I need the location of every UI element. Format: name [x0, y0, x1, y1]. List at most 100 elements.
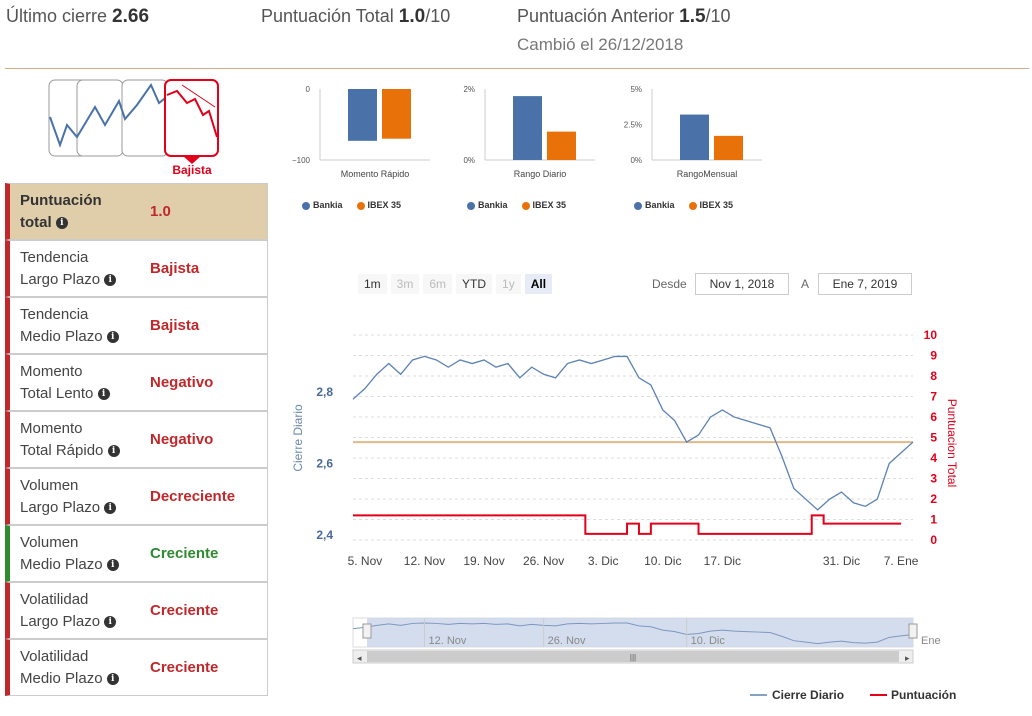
info-icon[interactable]: i	[106, 672, 119, 685]
last-close-value: 2.66	[112, 6, 150, 27]
info-icon[interactable]: i	[104, 615, 117, 628]
score-label: Puntuación total i	[10, 190, 150, 234]
range-button-1y[interactable]: 1y	[496, 274, 521, 294]
score-label-line1: Momento	[20, 419, 83, 437]
score-label-line1: Volatilidad	[20, 590, 89, 608]
x-tick-label: 31. Dic	[823, 554, 860, 568]
score-label-line2: Total Rápido	[20, 441, 108, 459]
legend-ibex-label: IBEX 35	[532, 200, 567, 210]
from-label: Desde	[652, 277, 687, 291]
trend-label: Bajista	[172, 163, 212, 177]
score-label: Volumen Medio Plazo i	[10, 532, 150, 576]
mini-chart-xlabel: Momento Rápido	[341, 169, 410, 179]
y2-tick-label: 8	[930, 369, 937, 383]
score-label: Volumen Largo Plazo i	[10, 475, 150, 519]
legend-price-label: Cierre Diario	[772, 688, 844, 700]
legend-item-bankia[interactable]: Bankia	[634, 200, 675, 210]
score-row: Momento Total Rápido i Negativo	[5, 411, 268, 468]
mini-bar-chart: 2% 0% Rango Diario	[463, 85, 595, 179]
score-label-line2: Largo Plazo	[20, 498, 105, 516]
navigator-tick-label: 12. Nov	[428, 635, 466, 647]
x-tick-label: 19. Nov	[463, 554, 504, 568]
total-score-max: /10	[425, 6, 451, 26]
total-score-label: Puntuación Total	[261, 6, 394, 26]
score-row: Volumen Largo Plazo i Decreciente	[5, 468, 268, 525]
legend-item-bankia[interactable]: Bankia	[302, 200, 343, 210]
to-date-input[interactable]: Ene 7, 2019	[818, 273, 912, 295]
range-button-all[interactable]: All	[524, 274, 553, 294]
y-tick-label: 2,6	[316, 456, 333, 470]
info-icon[interactable]: i	[97, 387, 110, 400]
legend-item-ibex[interactable]: IBEX 35	[688, 200, 734, 210]
bankia-dot-icon	[467, 201, 475, 210]
info-icon[interactable]: i	[104, 501, 117, 514]
score-row: Volatilidad Medio Plazo i Creciente	[5, 639, 268, 696]
to-label: A	[801, 277, 810, 291]
score-label: Momento Total Rápido i	[10, 418, 150, 462]
score-label-line1: Volumen	[20, 533, 79, 551]
y2-tick-label: 10	[924, 328, 938, 342]
score-label-line2: total	[20, 213, 56, 231]
from-date-input[interactable]: Nov 1, 2018	[695, 273, 789, 295]
scrollbar-thumb[interactable]	[367, 651, 899, 662]
legend-bankia-label: Bankia	[313, 200, 343, 210]
range-button-ytd[interactable]: YTD	[456, 274, 493, 294]
navigator-handle[interactable]	[362, 623, 372, 639]
info-icon[interactable]: i	[106, 330, 119, 343]
info-icon[interactable]: i	[106, 558, 119, 571]
score-label: Tendencia Largo Plazo i	[10, 247, 150, 291]
changed-date: Cambió el 26/12/2018	[517, 35, 684, 54]
info-icon[interactable]: i	[55, 216, 68, 229]
ibex-dot-icon	[521, 201, 530, 210]
range-button-1m[interactable]: 1m	[358, 274, 387, 294]
legend-item-ibex[interactable]: IBEX 35	[521, 200, 567, 210]
score-value: Bajista	[150, 317, 200, 334]
mini-legend: Bankia IBEX 35	[634, 200, 747, 210]
score-label-line2: Total Lento	[20, 384, 98, 402]
score-label-line1: Volatilidad	[20, 647, 89, 665]
mini-chart-momento: 0 −100 Momento Rápido Bankia IBEX 35	[280, 82, 440, 222]
x-tick-label: 3. Dic	[588, 554, 619, 568]
navigator-tick-label: 10. Dic	[691, 635, 726, 647]
x-tick-label: 12. Nov	[404, 554, 445, 568]
score-label: Tendencia Medio Plazo i	[10, 304, 150, 348]
navigator-handle[interactable]	[908, 623, 918, 639]
mini-bar	[680, 114, 709, 160]
legend-item-bankia[interactable]: Bankia	[467, 200, 508, 210]
last-close: Último cierre 2.66	[6, 6, 149, 28]
legend-ibex-label: IBEX 35	[699, 200, 734, 210]
info-icon[interactable]: i	[107, 444, 120, 457]
mini-chart-rango-diario: 2% 0% Rango Diario Bankia IBEX 35	[445, 82, 605, 222]
legend-ibex-label: IBEX 35	[367, 200, 402, 210]
range-button-3m[interactable]: 3m	[390, 274, 420, 294]
navigator-tick-label: Ene	[921, 635, 941, 647]
range-selector: 1m 3m 6m YTD 1y All	[358, 274, 553, 294]
mini-bar	[382, 89, 411, 139]
score-label-line1: Volumen	[20, 476, 79, 494]
scroll-left-icon: ◂	[357, 653, 362, 663]
score-value: Bajista	[150, 260, 200, 277]
score-value: Creciente	[150, 545, 219, 562]
last-close-label: Último cierre	[6, 6, 108, 26]
score-value: Creciente	[150, 659, 219, 676]
navigator-selection	[367, 618, 913, 647]
score-label-line2: Largo Plazo	[20, 270, 105, 288]
mini-tick-label: 5%	[630, 85, 642, 94]
score-label: Momento Total Lento i	[10, 361, 150, 405]
score-label-line2: Medio Plazo	[20, 555, 107, 573]
y2-tick-label: 1	[930, 513, 937, 527]
mini-bar	[513, 96, 542, 160]
y2-tick-label: 5	[930, 431, 937, 445]
mini-chart-rango-mensual: 5% 2.5% 0% RangoMensual Bankia IBEX 35	[612, 82, 772, 222]
range-button-6m[interactable]: 6m	[423, 274, 453, 294]
mini-tick-label: −100	[292, 156, 311, 165]
ibex-dot-icon	[688, 201, 697, 210]
info-icon[interactable]: i	[104, 273, 117, 286]
legend-item-ibex[interactable]: IBEX 35	[356, 200, 402, 210]
bankia-dot-icon	[634, 201, 642, 210]
bankia-dot-icon	[302, 201, 310, 210]
y2-tick-label: 4	[930, 451, 937, 465]
score-value: 1.0	[150, 203, 171, 220]
score-table: Puntuación total i 1.0 Tendencia Largo Plazo…	[5, 183, 268, 696]
mini-legend: Bankia IBEX 35	[467, 200, 580, 210]
